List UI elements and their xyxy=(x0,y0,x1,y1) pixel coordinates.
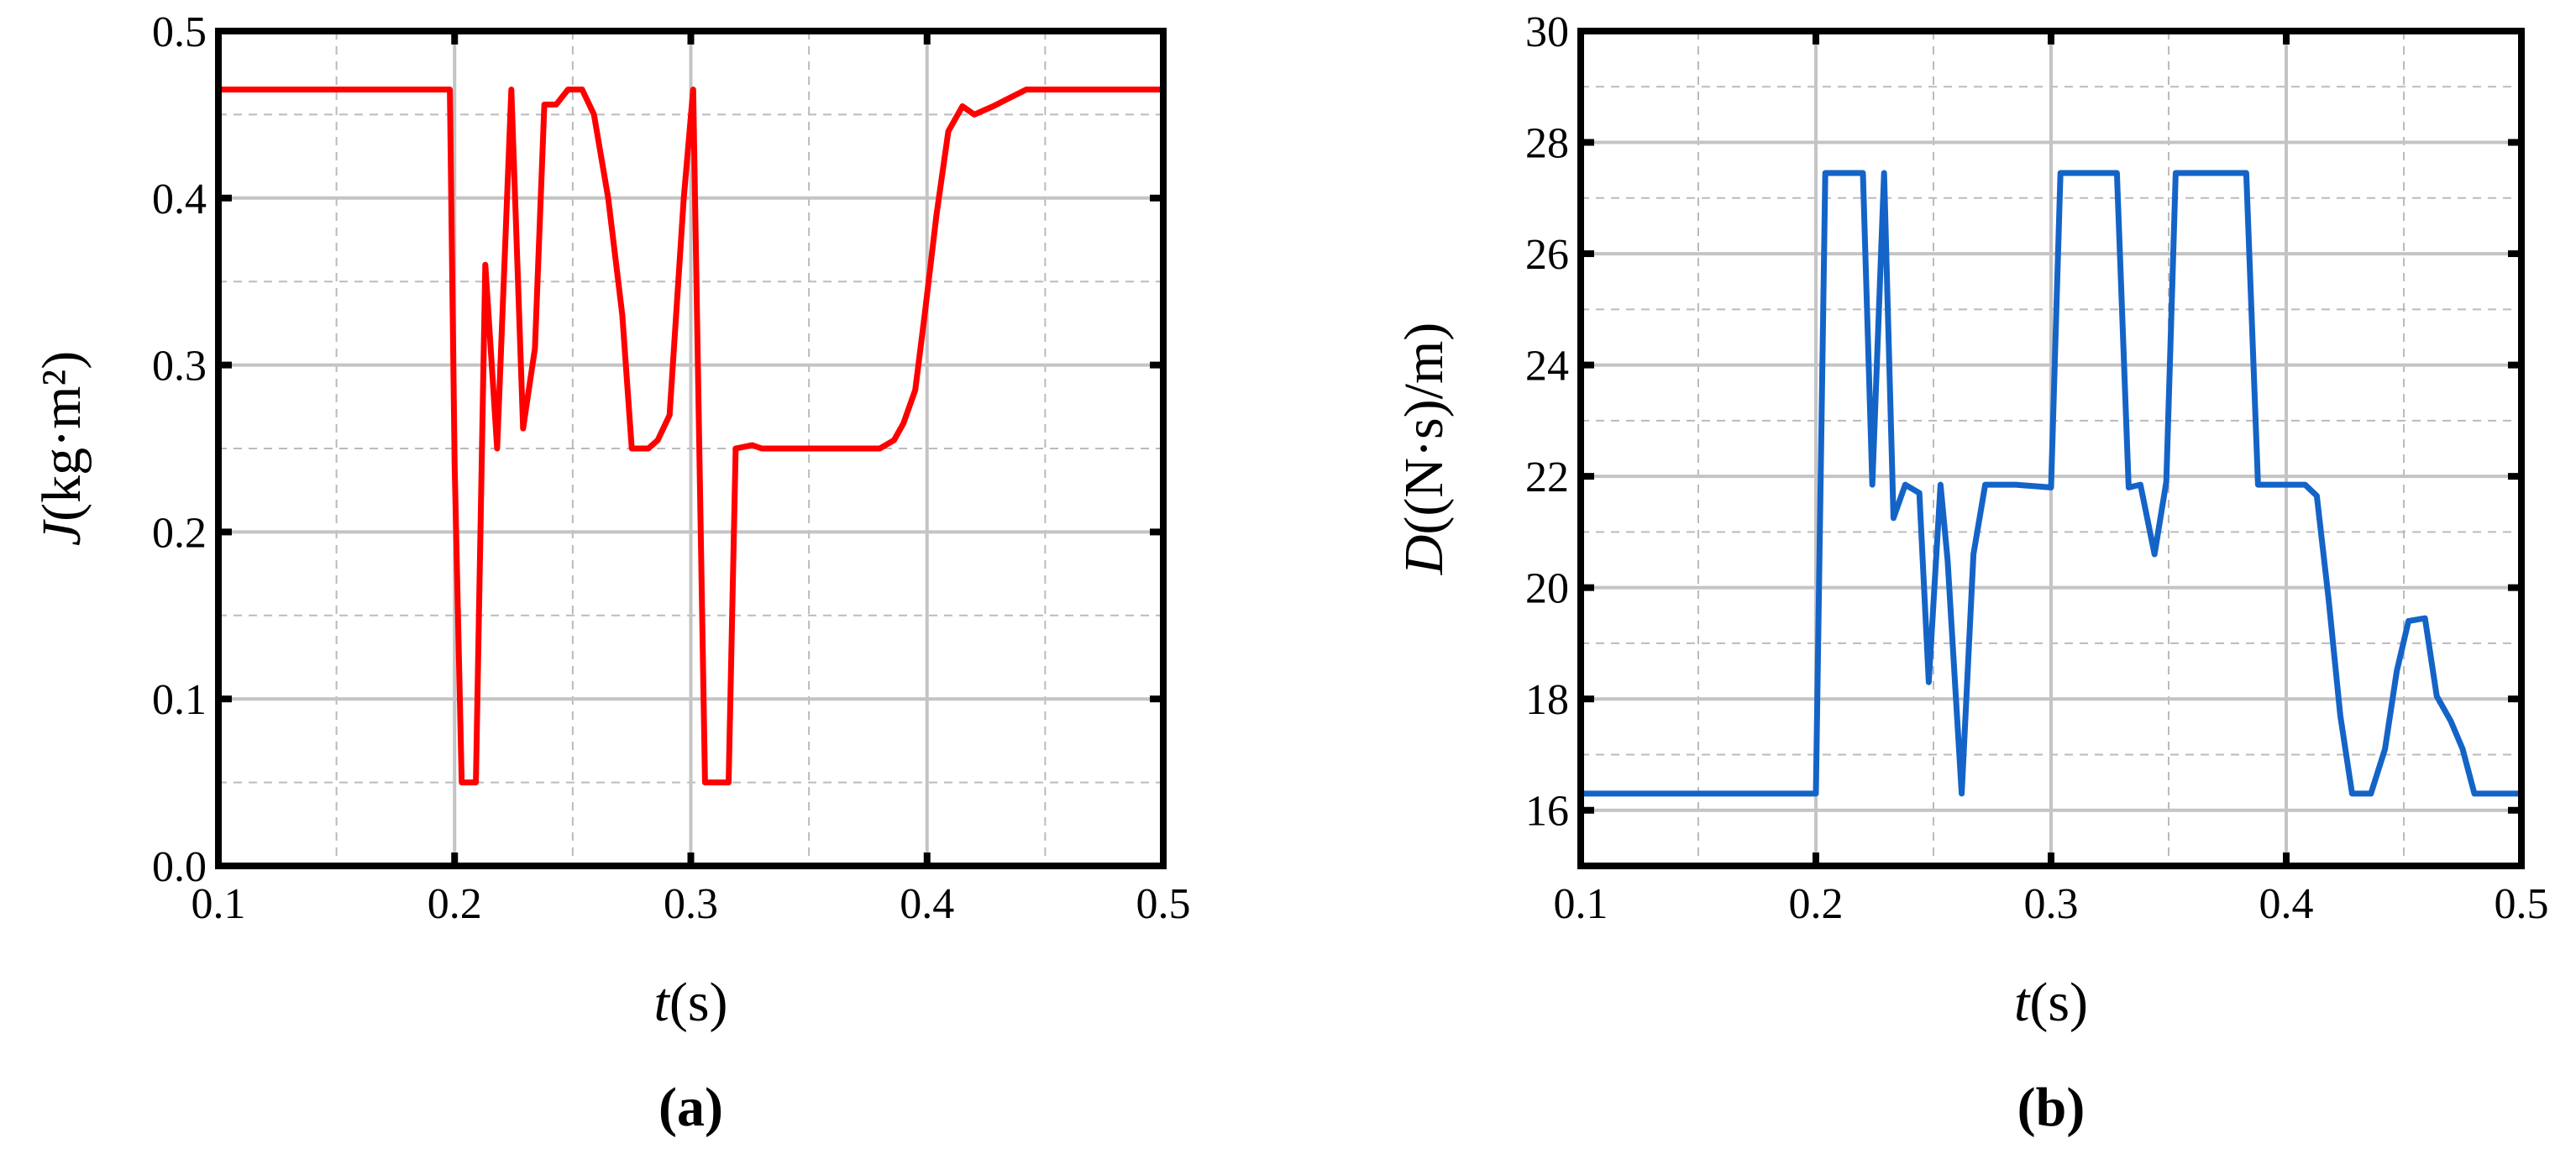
y-tick-label: 24 xyxy=(1525,343,1569,391)
y-axis-label: J(kg·m²) xyxy=(31,351,92,546)
x-tick-label: 0.5 xyxy=(1136,880,1191,928)
x-tick-label: 0.3 xyxy=(664,880,718,928)
y-tick-label: 0.4 xyxy=(152,176,207,223)
x-tick-label: 0.5 xyxy=(2495,880,2549,928)
x-tick-label: 0.2 xyxy=(1789,880,1844,928)
y-axis-label: D((N·s)/m) xyxy=(1393,323,1455,576)
y-tick-label: 0.0 xyxy=(152,843,207,891)
x-axis-label: t(s) xyxy=(2014,972,2088,1033)
x-tick-label: 0.4 xyxy=(2259,880,2314,928)
data-line xyxy=(1581,170,2521,797)
panel: 0.1 0.2 0.3 0.4 0.5 16 18 20 22 24 26 28 30 t(s) D((N·… xyxy=(1393,8,2549,1138)
panel-caption: (a) xyxy=(658,1077,723,1138)
y-tick-label: 22 xyxy=(1525,454,1569,501)
y-tick-label: 0.5 xyxy=(152,8,207,56)
y-label-symbol: J xyxy=(31,519,92,546)
y-tick-label: 20 xyxy=(1525,565,1569,613)
y-tick-label: 0.3 xyxy=(152,343,207,391)
y-tick-label: 26 xyxy=(1525,231,1569,279)
y-label-symbol: D xyxy=(1393,535,1455,576)
panel: 0.1 0.2 0.3 0.4 0.50.00.10.20.30.40.5t(s)J(k… xyxy=(31,8,1191,1138)
x-label-unit: (s) xyxy=(2029,972,2088,1033)
x-label-symbol: t xyxy=(2014,972,2031,1033)
x-label-symbol: t xyxy=(654,972,671,1033)
x-label-unit: (s) xyxy=(669,972,728,1033)
x-tick-label: 0.1 xyxy=(191,880,246,928)
y-tick-label: 30 xyxy=(1525,8,1569,56)
y-tick-label: 0.2 xyxy=(152,509,207,557)
y-tick-label: 16 xyxy=(1525,788,1569,836)
x-tick-label: 0.2 xyxy=(428,880,482,928)
panel-caption: (b) xyxy=(2017,1077,2085,1138)
x-tick-label: 0.3 xyxy=(2024,880,2079,928)
x-tick-label: 0.4 xyxy=(900,880,954,928)
y-tick-label: 28 xyxy=(1525,120,1569,168)
y-label-unit: (kg·m²) xyxy=(31,351,92,522)
x-axis-label: t(s) xyxy=(654,972,728,1033)
y-tick-label: 0.1 xyxy=(152,676,207,724)
data-line xyxy=(218,87,1163,786)
y-tick-label: 18 xyxy=(1525,676,1569,724)
y-label-unit: ((N·s)/m) xyxy=(1393,323,1455,535)
x-tick-label: 0.1 xyxy=(1554,880,1608,928)
